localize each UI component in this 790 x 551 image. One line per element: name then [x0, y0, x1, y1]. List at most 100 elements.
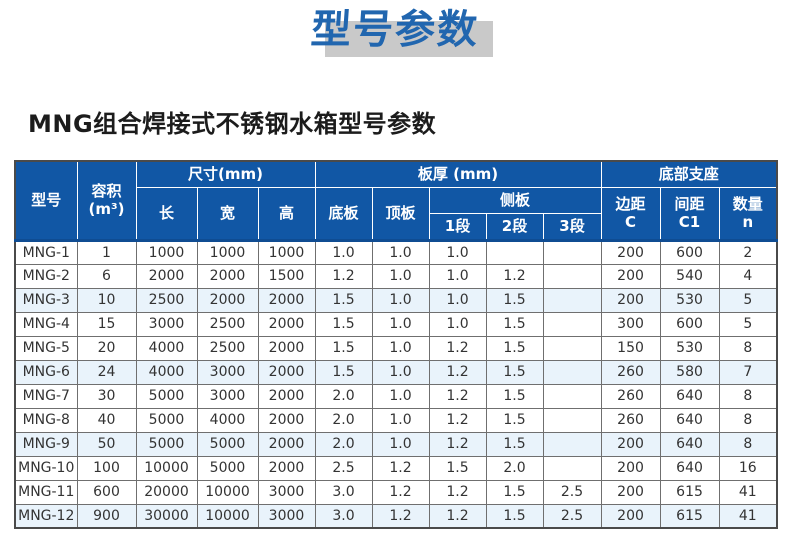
title-shadow-block — [325, 21, 493, 58]
cell-side_seg2: 1.5 — [485, 359, 544, 385]
cell-length: 4000 — [135, 335, 198, 361]
cell-edge_c: 200 — [600, 263, 661, 289]
cell-qty_n: 16 — [718, 455, 778, 481]
spec-table: 型号 容积 (m³) 尺寸(mm) 板厚 (mm) 底部支座 长 宽 高 底板 … — [14, 160, 779, 529]
spacing-c1-line2: C1 — [678, 213, 701, 231]
cell-volume: 24 — [76, 359, 137, 385]
cell-volume: 100 — [76, 455, 137, 481]
cell-edge_c: 200 — [600, 479, 661, 505]
col-header-volume: 容积 (m³) — [76, 160, 137, 242]
cell-side_seg3 — [542, 287, 602, 313]
cell-qty_n: 41 — [718, 479, 778, 505]
cell-bottom_plate: 3.0 — [314, 503, 373, 529]
cell-bottom_plate: 2.5 — [314, 455, 373, 481]
cell-length: 20000 — [135, 479, 198, 505]
table-row: MNG-2 6 2000 2000 1500 1.2 1.0 1.0 1.2 200 540 4 — [14, 263, 778, 289]
cell-volume: 40 — [76, 407, 137, 433]
cell-width: 3000 — [196, 359, 259, 385]
cell-spacing_c1: 640 — [659, 431, 720, 457]
cell-height: 2000 — [257, 383, 316, 409]
cell-top_plate: 1.0 — [371, 263, 430, 289]
cell-height: 2000 — [257, 287, 316, 313]
cell-side_seg2: 1.5 — [485, 287, 544, 313]
cell-model: MNG-9 — [14, 431, 78, 457]
col-header-model: 型号 — [14, 160, 78, 242]
cell-spacing_c1: 640 — [659, 407, 720, 433]
cell-top_plate: 1.0 — [371, 407, 430, 433]
cell-width: 10000 — [196, 479, 259, 505]
cell-spacing_c1: 640 — [659, 383, 720, 409]
cell-model: MNG-3 — [14, 287, 78, 313]
cell-height: 3000 — [257, 479, 316, 505]
cell-height: 2000 — [257, 407, 316, 433]
cell-model: MNG-7 — [14, 383, 78, 409]
cell-spacing_c1: 615 — [659, 503, 720, 529]
cell-length: 2500 — [135, 287, 198, 313]
cell-side_seg3 — [542, 263, 602, 289]
cell-side_seg2: 1.5 — [485, 431, 544, 457]
cell-model: MNG-8 — [14, 407, 78, 433]
cell-length: 5000 — [135, 383, 198, 409]
cell-length: 2000 — [135, 263, 198, 289]
cell-model: MNG-10 — [14, 455, 78, 481]
table-row: MNG-5 20 4000 2500 2000 1.5 1.0 1.2 1.5 150 530 8 — [14, 335, 778, 361]
cell-qty_n: 8 — [718, 431, 778, 457]
cell-model: MNG-4 — [14, 311, 78, 337]
cell-top_plate: 1.0 — [371, 311, 430, 337]
qty-n-line1: 数量 — [732, 195, 763, 213]
cell-length: 10000 — [135, 455, 198, 481]
volume-label-line1: 容积 — [91, 182, 122, 201]
cell-qty_n: 5 — [718, 311, 778, 337]
cell-qty_n: 5 — [718, 287, 778, 313]
cell-qty_n: 41 — [718, 503, 778, 529]
cell-top_plate: 1.0 — [371, 239, 430, 265]
cell-height: 2000 — [257, 359, 316, 385]
table-row: MNG-1 1 1000 1000 1000 1.0 1.0 1.0 200 600 2 — [14, 239, 778, 265]
col-header-length: 长 — [135, 186, 198, 242]
cell-width: 2000 — [196, 263, 259, 289]
cell-spacing_c1: 640 — [659, 455, 720, 481]
cell-qty_n: 7 — [718, 359, 778, 385]
col-group-support: 底部支座 — [600, 160, 778, 188]
cell-top_plate: 1.0 — [371, 431, 430, 457]
cell-bottom_plate: 3.0 — [314, 479, 373, 505]
cell-side_seg3 — [542, 431, 602, 457]
cell-length: 5000 — [135, 407, 198, 433]
cell-qty_n: 2 — [718, 239, 778, 265]
col-group-size: 尺寸(mm) — [135, 160, 316, 188]
spacing-c1-line1: 间距 — [674, 195, 705, 213]
cell-width: 10000 — [196, 503, 259, 529]
cell-spacing_c1: 530 — [659, 287, 720, 313]
cell-width: 2000 — [196, 287, 259, 313]
cell-side_seg1: 1.0 — [428, 263, 487, 289]
cell-width: 2500 — [196, 311, 259, 337]
cell-qty_n: 8 — [718, 407, 778, 433]
cell-height: 1000 — [257, 239, 316, 265]
cell-spacing_c1: 540 — [659, 263, 720, 289]
table-row: MNG-11 600 20000 10000 3000 3.0 1.2 1.2 1.5 2.5 20… — [14, 479, 778, 505]
cell-side_seg3 — [542, 455, 602, 481]
cell-spacing_c1: 580 — [659, 359, 720, 385]
cell-edge_c: 200 — [600, 287, 661, 313]
cell-width: 3000 — [196, 383, 259, 409]
table-row: MNG-8 40 5000 4000 2000 2.0 1.0 1.2 1.5 260 640 8 — [14, 407, 778, 433]
cell-length: 5000 — [135, 431, 198, 457]
cell-model: MNG-1 — [14, 239, 78, 265]
cell-side_seg1: 1.5 — [428, 455, 487, 481]
cell-side_seg2 — [485, 239, 544, 265]
cell-height: 3000 — [257, 503, 316, 529]
cell-side_seg1: 1.2 — [428, 407, 487, 433]
cell-bottom_plate: 1.5 — [314, 359, 373, 385]
cell-length: 1000 — [135, 239, 198, 265]
col-header-top-plate: 顶板 — [371, 186, 430, 242]
cell-edge_c: 200 — [600, 455, 661, 481]
cell-top_plate: 1.0 — [371, 359, 430, 385]
cell-top_plate: 1.2 — [371, 455, 430, 481]
cell-top_plate: 1.2 — [371, 479, 430, 505]
col-group-side-plate: 侧板 — [428, 186, 602, 214]
col-header-side-seg3: 3段 — [542, 212, 602, 242]
cell-side_seg3 — [542, 407, 602, 433]
cell-bottom_plate: 2.0 — [314, 383, 373, 409]
cell-edge_c: 200 — [600, 503, 661, 529]
